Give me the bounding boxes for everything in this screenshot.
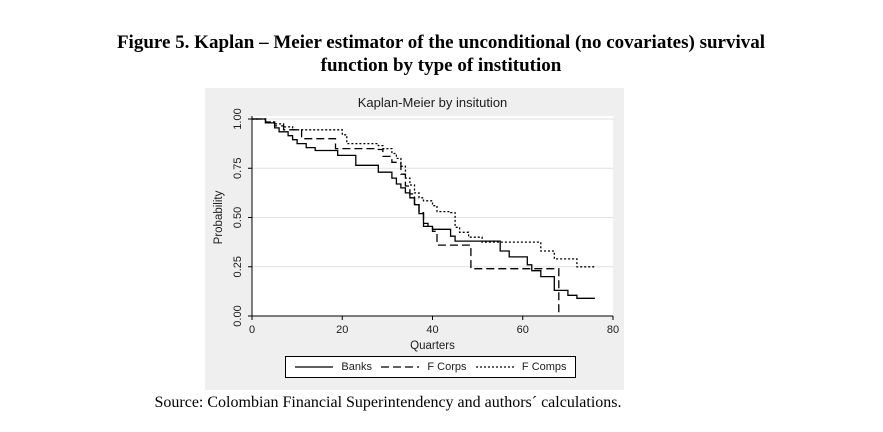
series-line-f-comps: [252, 118, 595, 268]
plot-area: 0.00 0.25 0.50 0.75 1.00 0 20 40 60 80 Quarters Pro…: [213, 108, 619, 352]
x-tick-label: 60: [517, 324, 529, 336]
y-axis-title: Probability: [213, 190, 225, 244]
legend-label-f-comps: F Comps: [521, 361, 567, 373]
figure-caption-line-2: function by type of institution: [320, 55, 562, 76]
series-line-f-corps: [252, 118, 560, 316]
x-tick-label: 20: [336, 324, 348, 336]
x-tick-label: 80: [607, 324, 619, 336]
plot-background: [252, 116, 613, 316]
chart-legend: Banks F Corps F Comps: [285, 356, 576, 378]
f-corps-line-sample: [381, 366, 420, 368]
x-axis-title: Quarters: [410, 340, 455, 352]
legend-item-banks: Banks: [294, 361, 372, 373]
x-tick-label: 0: [249, 324, 255, 336]
legend-label-f-corps: F Corps: [427, 361, 467, 373]
figure-caption: Figure 5. Kaplan – Meier estimator of th…: [26, 31, 856, 77]
legend-item-f-corps: F Corps: [380, 361, 467, 373]
chart-title: Kaplan-Meier by insitution: [357, 95, 508, 110]
y-tick-label: 0.75: [232, 158, 244, 179]
y-tick-label: 1.00: [232, 108, 244, 129]
banks-line-sample: [295, 366, 334, 368]
km-chart: 0.00 0.25 0.50 0.75 1.00 0 20 40 60 80 Quarters Pro…: [205, 88, 624, 390]
y-tick-label: 0.50: [232, 207, 244, 228]
y-tick-label: 0.00: [232, 305, 244, 326]
y-tick-label: 0.25: [232, 256, 244, 277]
x-tick-label: 40: [426, 324, 438, 336]
f-comps-line-sample: [475, 366, 514, 368]
figure-caption-line-1: Figure 5. Kaplan – Meier estimator of th…: [116, 32, 766, 53]
series-line-banks: [252, 118, 595, 299]
source-note: Source: Colombian Financial Superintende…: [154, 394, 622, 411]
legend-label-banks: Banks: [341, 361, 372, 373]
legend-item-f-comps: F Comps: [475, 361, 567, 373]
